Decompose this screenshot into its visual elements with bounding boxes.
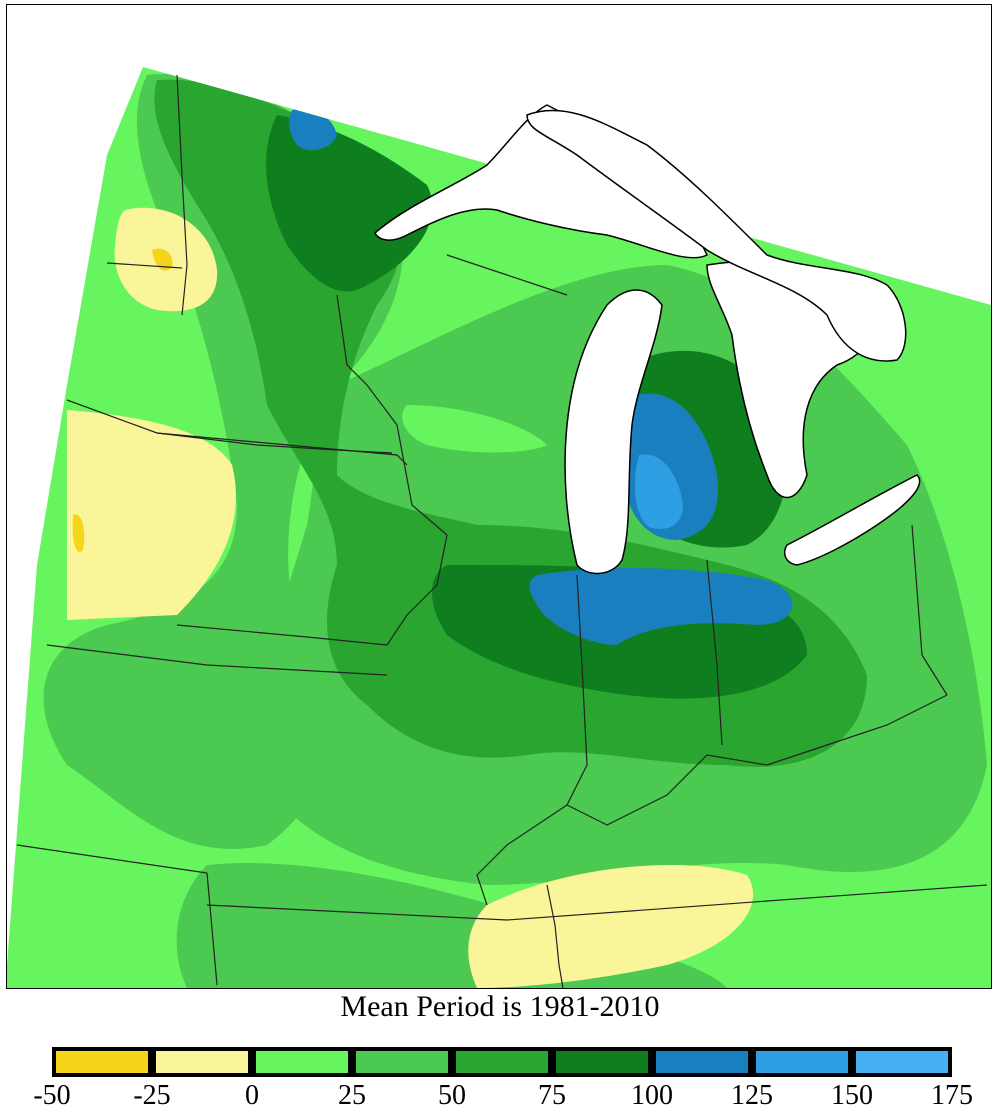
zone-minus50-minus25-dakota [72, 514, 85, 552]
zone-100-125-superior [289, 108, 337, 151]
boundary-il-in [566, 574, 588, 806]
zone-75-100-north [266, 115, 433, 292]
boundary-mo-ky [476, 804, 568, 906]
legend-tick-label: 100 [631, 1080, 673, 1111]
boundary-mississippi [546, 884, 564, 988]
boundary-ia-mo [176, 624, 388, 646]
boundary-nd-mn [176, 74, 188, 316]
boundary-ks-ok [16, 844, 208, 874]
map-canvas [7, 67, 991, 988]
boundary-ne-ks [46, 644, 388, 676]
boundary-mn-wi [336, 294, 413, 506]
zone-100-125-indiana [529, 568, 793, 645]
boundary-nd-sd [106, 262, 183, 269]
boundary-oh-pa [911, 524, 948, 696]
precipitation-anomaly-map [6, 4, 992, 989]
great-lakes [374, 104, 921, 575]
zone-125-150 [634, 454, 683, 529]
boundary-ia-mn [156, 432, 408, 466]
legend-tick-labels: -50 -25 0 25 50 75 100 125 150 175 [0, 1080, 1000, 1114]
legend-tick-label: 0 [245, 1080, 259, 1111]
lake-erie [784, 474, 921, 566]
zone-minus25-0-south [468, 865, 754, 988]
legend-tick-label: 150 [831, 1080, 873, 1111]
mean-period-caption: Mean Period is 1981-2010 [340, 990, 660, 1023]
zone-minus25-0-dakota-south [67, 410, 236, 620]
legend-tick-label: 25 [338, 1080, 366, 1111]
state-boundaries [16, 74, 988, 988]
lake-michigan [564, 289, 663, 575]
boundary-mo-ar [206, 872, 218, 986]
zone-0-25-wisconsin [402, 405, 547, 453]
boundary-tn [206, 884, 988, 921]
legend-swatch-0 [56, 1051, 148, 1073]
legend-tick-label: 125 [731, 1080, 773, 1111]
legend-swatch-4 [456, 1051, 548, 1073]
boundary-ohio-river [566, 694, 948, 826]
legend-swatch-1 [156, 1051, 248, 1073]
boundary-ia-il [386, 504, 448, 646]
legend-swatch-7 [756, 1051, 848, 1073]
legend-tick-label: -50 [33, 1080, 71, 1111]
legend-swatch-5 [556, 1051, 648, 1073]
legend-tick-label: -25 [133, 1080, 171, 1111]
legend-tick-label: 50 [438, 1080, 466, 1111]
legend-tick-label: 75 [538, 1080, 566, 1111]
zone-minus50-minus25-north [152, 248, 173, 271]
boundary-in-oh [706, 559, 723, 746]
legend-swatch-8 [856, 1051, 948, 1073]
legend-swatch-6 [656, 1051, 748, 1073]
legend-tick-label: 175 [931, 1080, 973, 1111]
color-legend [52, 1047, 952, 1077]
canada-land [526, 109, 907, 362]
legend-swatch-2 [256, 1051, 348, 1073]
boundary-wi-mi [446, 254, 568, 296]
legend-swatch-3 [356, 1051, 448, 1073]
